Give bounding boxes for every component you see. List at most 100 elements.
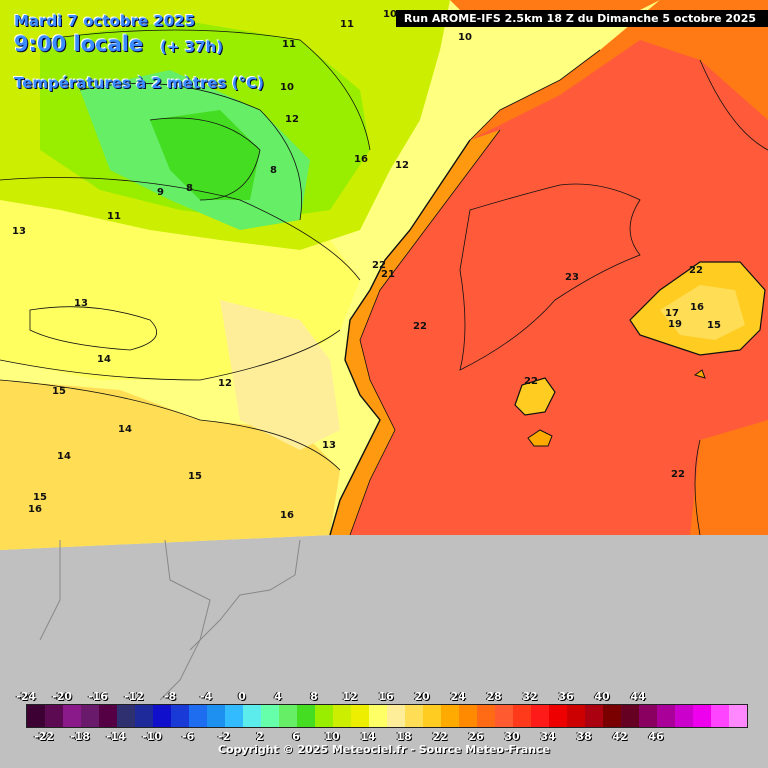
map-label: 13 bbox=[74, 298, 88, 309]
map-label: 16 bbox=[690, 302, 704, 313]
legend-tick-bottom: 14 bbox=[360, 730, 376, 743]
map-label: 15 bbox=[707, 320, 721, 331]
map-label: 14 bbox=[57, 451, 71, 462]
legend-swatch bbox=[711, 705, 729, 727]
map-label: 14 bbox=[97, 354, 111, 365]
legend-tick-bottom: 2 bbox=[256, 730, 264, 743]
map-label: 12 bbox=[285, 114, 299, 125]
legend-swatch bbox=[45, 705, 63, 727]
legend-swatch bbox=[117, 705, 135, 727]
forecast-date: Mardi 7 octobre 2025 bbox=[14, 12, 196, 30]
formentera-island bbox=[527, 429, 553, 447]
legend-swatch bbox=[549, 705, 567, 727]
legend-tick-bottom: 6 bbox=[292, 730, 300, 743]
legend-swatch bbox=[621, 705, 639, 727]
legend-tick-top: -12 bbox=[124, 690, 144, 703]
legend-tick-bottom: 18 bbox=[396, 730, 412, 743]
map-label: 9 bbox=[157, 187, 164, 198]
legend-swatch bbox=[639, 705, 657, 727]
map-label: 8 bbox=[186, 183, 193, 194]
legend-swatch bbox=[693, 705, 711, 727]
map-label: 12 bbox=[395, 160, 409, 171]
legend-tick-bottom: 34 bbox=[540, 730, 556, 743]
legend-tick-bottom: 46 bbox=[648, 730, 664, 743]
legend-tick-top: 0 bbox=[238, 690, 246, 703]
legend-swatch bbox=[567, 705, 585, 727]
legend-tick-bottom: 26 bbox=[468, 730, 484, 743]
legend-swatch bbox=[531, 705, 549, 727]
legend-swatch bbox=[405, 705, 423, 727]
legend-swatch bbox=[729, 705, 747, 727]
map-label: 10 bbox=[383, 9, 397, 20]
map-value-labels: 22 23 22 22 22 17 16 19 15 10 10 10 11 1… bbox=[12, 9, 721, 521]
border-lines bbox=[39, 539, 301, 701]
legend-tick-top: 24 bbox=[450, 690, 466, 703]
legend-swatch bbox=[63, 705, 81, 727]
map-label: 21 bbox=[381, 269, 395, 280]
legend-swatch bbox=[495, 705, 513, 727]
legend-tick-top: -16 bbox=[88, 690, 108, 703]
map-label: 23 bbox=[565, 272, 579, 283]
legend-swatch bbox=[297, 705, 315, 727]
map-label: 16 bbox=[28, 504, 42, 515]
legend-swatch bbox=[153, 705, 171, 727]
legend-swatch bbox=[603, 705, 621, 727]
map-label: 22 bbox=[689, 265, 703, 276]
legend-tick-top: 28 bbox=[486, 690, 502, 703]
map-label: 13 bbox=[322, 440, 336, 451]
legend-swatch bbox=[369, 705, 387, 727]
map-label: 15 bbox=[52, 386, 66, 397]
warm-sea-zone bbox=[330, 40, 768, 535]
legend-tick-bottom: 30 bbox=[504, 730, 520, 743]
legend-swatch bbox=[207, 705, 225, 727]
legend-swatch bbox=[27, 705, 45, 727]
legend-tick-bottom: -14 bbox=[106, 730, 126, 743]
run-info-box: Run AROME-IFS 2.5km 18 Z du Dimanche 5 o… bbox=[395, 10, 768, 27]
map-label: 14 bbox=[118, 424, 132, 435]
legend-tick-bottom: 38 bbox=[576, 730, 592, 743]
legend-swatch bbox=[279, 705, 297, 727]
legend-swatch bbox=[477, 705, 495, 727]
legend-swatch bbox=[99, 705, 117, 727]
map-label: 22 bbox=[671, 469, 685, 480]
map-label: 15 bbox=[33, 492, 47, 503]
legend-swatch bbox=[459, 705, 477, 727]
legend-tick-top: 36 bbox=[558, 690, 574, 703]
legend-swatch bbox=[387, 705, 405, 727]
legend-swatch bbox=[351, 705, 369, 727]
legend-tick-top: 44 bbox=[630, 690, 646, 703]
legend-swatch bbox=[315, 705, 333, 727]
map-label: 11 bbox=[340, 19, 354, 30]
legend-tick-top: 8 bbox=[310, 690, 318, 703]
map-label: 16 bbox=[354, 154, 368, 165]
legend-tick-top: -4 bbox=[199, 690, 213, 703]
legend-tick-bottom: 10 bbox=[324, 730, 340, 743]
color-legend bbox=[26, 704, 748, 728]
legend-tick-top: 16 bbox=[378, 690, 394, 703]
map-label: 19 bbox=[668, 319, 682, 330]
map-label: 16 bbox=[280, 510, 294, 521]
map-label: 17 bbox=[665, 308, 679, 319]
map-label: 22 bbox=[372, 260, 386, 271]
variable-label: Températures à 2 mètres (°C) bbox=[14, 74, 264, 92]
legend-swatch bbox=[657, 705, 675, 727]
legend-tick-top: 20 bbox=[414, 690, 430, 703]
legend-swatch bbox=[675, 705, 693, 727]
legend-tick-top: -8 bbox=[163, 690, 177, 703]
legend-tick-top: 12 bbox=[342, 690, 358, 703]
map-label: 10 bbox=[280, 82, 294, 93]
forecast-time: 9:00 locale bbox=[14, 32, 144, 56]
legend-swatch bbox=[225, 705, 243, 727]
legend-tick-bottom: -6 bbox=[181, 730, 195, 743]
legend-swatch bbox=[261, 705, 279, 727]
legend-swatch bbox=[243, 705, 261, 727]
map-label: 12 bbox=[218, 378, 232, 389]
map-label: 8 bbox=[270, 165, 277, 176]
map-label: 22 bbox=[413, 321, 427, 332]
ibiza-island bbox=[514, 377, 556, 416]
legend-tick-bottom: -22 bbox=[34, 730, 54, 743]
legend-swatch bbox=[423, 705, 441, 727]
legend-tick-bottom: -2 bbox=[217, 730, 231, 743]
map-label: 22 bbox=[524, 376, 538, 387]
